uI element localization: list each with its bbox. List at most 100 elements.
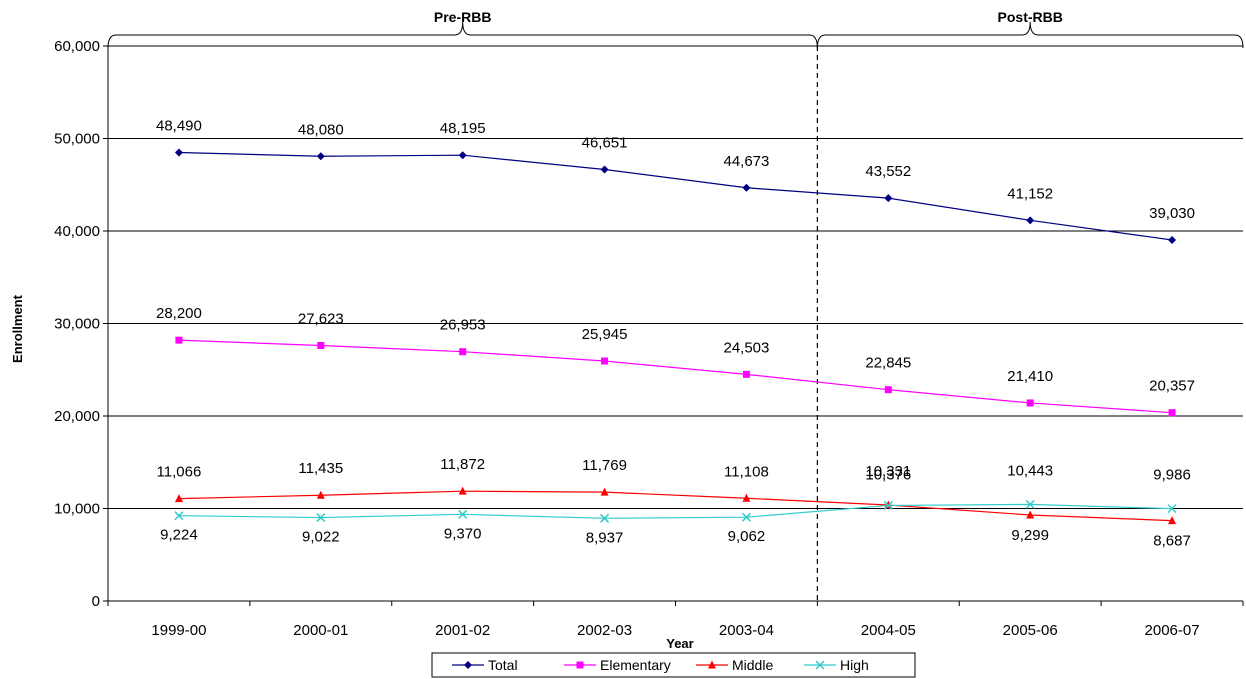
data-label-high: 10,443 [1007, 462, 1053, 479]
series-line [178, 490, 1173, 522]
data-label-middle: 8,687 [1153, 533, 1191, 550]
data-label-middle: 11,769 [582, 457, 627, 474]
data-point [458, 486, 467, 495]
x-tick-label: 2004-05 [861, 622, 916, 639]
x-tick-label: 2006-07 [1145, 622, 1200, 639]
period-bracket [107, 21, 818, 49]
gridlines [108, 45, 1243, 509]
data-label-high: 9,062 [728, 528, 766, 545]
x-tick-label: 2002-03 [577, 622, 632, 639]
data-point [1026, 399, 1034, 407]
data-point [459, 348, 467, 356]
data-label-elementary: 21,410 [1007, 368, 1053, 385]
marker-stroke [458, 509, 468, 519]
legend-label: High [840, 657, 869, 673]
data-point [883, 500, 893, 510]
marker-stroke [1167, 504, 1177, 514]
marker-stroke [741, 512, 751, 522]
series-line [178, 503, 1173, 519]
data-point [600, 165, 609, 174]
y-tick-label: 10,000 [54, 501, 100, 518]
data-point [884, 194, 893, 203]
data-point [317, 341, 325, 349]
data-label-total: 48,490 [156, 117, 202, 134]
legend-item-high: High [804, 657, 869, 673]
legend: Total Elementary Middle High [431, 652, 916, 678]
data-point [316, 152, 325, 161]
data-labels: 48,490 48,080 48,195 46,651 44,673 43,552 41,1… [156, 117, 1195, 549]
period-label: Post-RBB [998, 9, 1063, 25]
data-point [1168, 516, 1177, 525]
data-point [742, 493, 751, 502]
data-label-middle: 11,108 [724, 463, 769, 480]
data-point [884, 386, 892, 394]
data-point [601, 357, 609, 365]
series-middle [174, 486, 1177, 525]
legend-label: Middle [732, 657, 773, 673]
data-label-total: 41,152 [1007, 185, 1053, 202]
data-label-middle: 11,435 [298, 460, 343, 477]
data-point [1025, 499, 1035, 509]
data-label-elementary: 24,503 [723, 339, 769, 356]
data-label-high: 9,022 [302, 529, 340, 546]
data-label-total: 48,195 [440, 120, 486, 137]
data-label-middle: 11,872 [440, 456, 485, 473]
data-label-elementary: 26,953 [440, 317, 486, 334]
series-line [178, 151, 1173, 241]
y-tick-label: 0 [92, 593, 100, 610]
y-axis-title: Enrollment [10, 294, 25, 363]
data-label-total: 43,552 [865, 163, 911, 180]
axes: 0 10,000 20,000 30,000 40,000 50,000 60,000 199… [54, 38, 1244, 639]
data-label-total: 44,673 [723, 153, 769, 170]
data-point [600, 487, 609, 496]
data-label-elementary: 20,357 [1149, 378, 1195, 395]
y-tick-label: 20,000 [54, 408, 100, 425]
x-tick-label: 2003-04 [719, 622, 774, 639]
data-point [815, 660, 825, 670]
marker-stroke [316, 513, 326, 523]
data-label-elementary: 22,845 [865, 355, 911, 372]
data-label-middle: 10,331 [865, 463, 911, 480]
legend-item-middle: Middle [696, 657, 773, 673]
series-line [178, 339, 1173, 414]
y-tick-label: 60,000 [54, 38, 100, 55]
marker-stroke [174, 511, 184, 521]
data-point [464, 661, 472, 669]
y-tick-label: 40,000 [54, 223, 100, 240]
data-point [600, 513, 610, 523]
period-brackets: Pre-RBB Post-RBB [107, 9, 1244, 49]
legend-label: Elementary [600, 657, 671, 673]
data-point [174, 148, 183, 157]
legend-item-elementary: Elementary [564, 657, 671, 673]
data-label-middle: 9,299 [1011, 527, 1049, 544]
x-tick-label: 1999-00 [151, 622, 206, 639]
x-tick-label: 2005-06 [1003, 622, 1058, 639]
data-point [1168, 409, 1176, 417]
data-point [316, 513, 326, 523]
data-label-elementary: 25,945 [582, 326, 628, 343]
data-point [174, 494, 183, 503]
data-label-total: 48,080 [298, 121, 344, 138]
data-point [316, 490, 325, 499]
series-group [174, 148, 1177, 525]
data-point [1026, 510, 1035, 519]
data-point [742, 183, 751, 192]
data-label-middle: 11,066 [157, 464, 202, 481]
data-point [576, 661, 584, 669]
data-point [174, 511, 184, 521]
period-bracket [816, 21, 1244, 49]
series-elementary [175, 336, 1176, 417]
data-label-total: 39,030 [1149, 205, 1195, 222]
data-label-high: 9,370 [444, 525, 482, 542]
data-label-elementary: 27,623 [298, 310, 344, 327]
data-point [708, 660, 716, 669]
x-tick-label: 2000-01 [293, 622, 348, 639]
data-label-high: 10,376 [865, 466, 911, 483]
marker-stroke [600, 513, 610, 523]
data-point [1168, 235, 1177, 244]
data-label-total: 46,651 [582, 134, 628, 151]
x-tick-label: 2001-02 [435, 622, 490, 639]
data-point [175, 336, 183, 344]
data-point [741, 512, 751, 522]
